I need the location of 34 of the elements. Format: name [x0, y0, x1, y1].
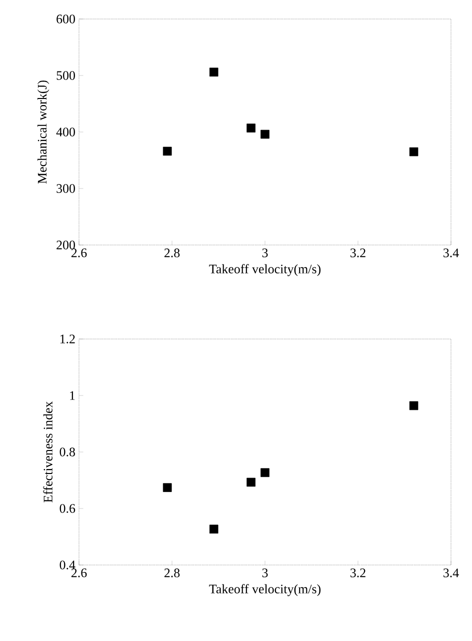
- x-tick-label: 3.4: [444, 568, 459, 578]
- y-tick-label: 1: [70, 391, 75, 400]
- x-axis-title: Takeoff velocity(m/s): [209, 584, 321, 596]
- x-axis-title: Takeoff velocity(m/s): [209, 264, 321, 276]
- point: [260, 130, 270, 139]
- y-tick-label: 0.8: [60, 448, 75, 456]
- x-tick-label: 3: [262, 568, 268, 578]
- x-tick-label: 3.2: [350, 568, 366, 578]
- y-axis-title: Effectiveness index: [43, 401, 52, 502]
- y-tick-label: 0.6: [60, 504, 76, 513]
- x-tick-label: 3.4: [444, 248, 459, 258]
- y-tick-label: 600: [56, 14, 75, 24]
- point: [209, 68, 218, 77]
- point: [409, 401, 418, 410]
- x-tick-label: 3: [262, 248, 268, 258]
- y-tick-label: 0.4: [60, 560, 76, 570]
- y-axis-title: Mechanical work(J): [37, 80, 50, 184]
- point: [162, 483, 172, 492]
- point: [209, 524, 218, 534]
- y-tick-label: 1.2: [60, 334, 75, 344]
- x-tick-label: 2.8: [164, 248, 180, 258]
- x-tick-label: 3.2: [350, 248, 366, 258]
- point: [260, 468, 270, 478]
- x-tick-label: 2.6: [71, 568, 87, 578]
- point: [409, 147, 418, 156]
- x-tick-label: 2.8: [164, 568, 180, 578]
- x-tick-label: 2.6: [71, 248, 87, 258]
- y-tick-label: 300: [56, 184, 75, 193]
- y-tick-label: 400: [56, 128, 75, 136]
- point: [162, 146, 172, 156]
- point: [246, 124, 256, 132]
- point: [246, 478, 256, 487]
- y-tick-label: 500: [56, 71, 75, 80]
- y-tick-label: 200: [56, 240, 75, 250]
